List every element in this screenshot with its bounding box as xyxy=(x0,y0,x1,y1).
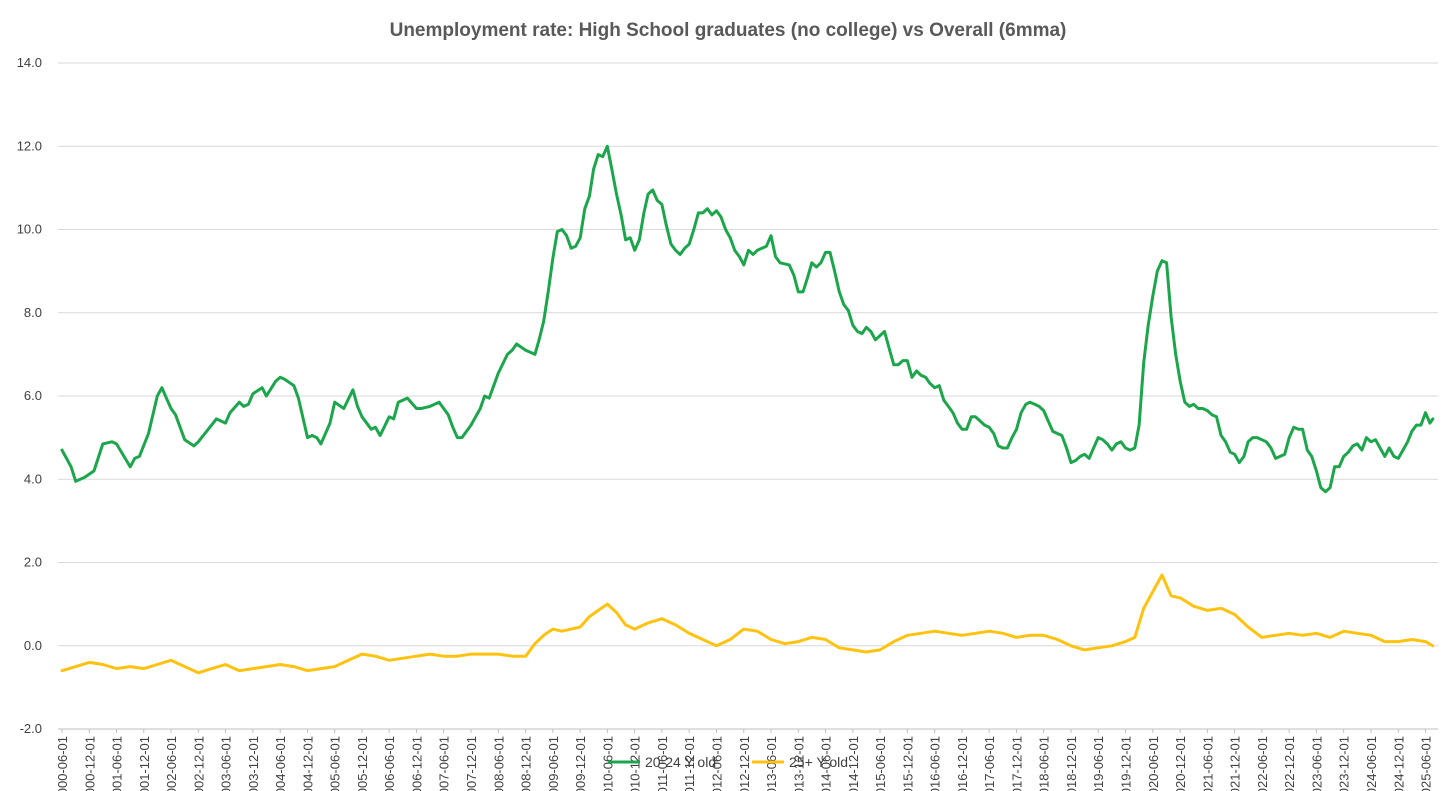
chart-title: Unemployment rate: High School graduates… xyxy=(390,20,1067,41)
x-tick-label: 2013-12-01 xyxy=(791,736,806,791)
x-tick-label: 2002-06-01 xyxy=(164,736,179,791)
x-tick-label: 2009-12-01 xyxy=(573,736,588,791)
x-tick-label: 2008-06-01 xyxy=(491,736,506,791)
x-tick-label: 2020-12-01 xyxy=(1173,736,1188,791)
x-tick-label: 2017-06-01 xyxy=(982,736,997,791)
y-tick-label: 10.0 xyxy=(17,222,42,237)
x-tick-label: 2010-06-01 xyxy=(600,736,615,791)
series-line-2 xyxy=(60,573,1435,675)
x-tick-label: 2014-06-01 xyxy=(819,736,834,791)
x-tick-label: 2022-06-01 xyxy=(1255,736,1270,791)
legend-label-1: 20-24 Y old xyxy=(645,754,716,770)
legend: 20-24 Y old 25+ Y old xyxy=(608,754,848,770)
x-tick-label: 2015-06-01 xyxy=(873,736,888,791)
series-lines xyxy=(60,144,1435,675)
x-tick-label: 2003-12-01 xyxy=(246,736,261,791)
x-tick-label: 2005-12-01 xyxy=(355,736,370,791)
x-tick-label: 2024-06-01 xyxy=(1364,736,1379,791)
y-axis: 14.0 12.0 10.0 8.0 6.0 4.0 2.0 0.0 -2.0 xyxy=(17,55,42,736)
x-tick-label: 2008-12-01 xyxy=(519,736,534,791)
x-tick-label: 2011-12-01 xyxy=(682,736,697,791)
y-tick-label: 12.0 xyxy=(17,138,42,153)
x-tick-label: 2022-12-01 xyxy=(1282,736,1297,791)
x-tick-label: 2021-06-01 xyxy=(1200,736,1215,791)
x-tick-label: 2018-06-01 xyxy=(1037,736,1052,791)
y-tick-label: -2.0 xyxy=(20,721,42,736)
y-tick-label: 6.0 xyxy=(24,388,42,403)
x-tick-label: 2015-12-01 xyxy=(900,736,915,791)
y-tick-label: 0.0 xyxy=(24,638,42,653)
x-tick-label: 2000-12-01 xyxy=(82,736,97,791)
x-tick-label: 2003-06-01 xyxy=(219,736,234,791)
x-tick-label: 2000-06-01 xyxy=(55,736,70,791)
y-tick-label: 4.0 xyxy=(24,471,42,486)
x-tick-label: 2020-06-01 xyxy=(1146,736,1161,791)
x-tick-label: 2016-06-01 xyxy=(928,736,943,791)
x-tick-label: 2001-06-01 xyxy=(110,736,125,791)
legend-label-2: 25+ Y old xyxy=(789,754,848,770)
x-tick-label: 2001-12-01 xyxy=(137,736,152,791)
x-tick-label: 2009-06-01 xyxy=(546,736,561,791)
x-tick-label: 2007-06-01 xyxy=(437,736,452,791)
x-tick-label: 2018-12-01 xyxy=(1064,736,1079,791)
x-tick-label: 2006-06-01 xyxy=(382,736,397,791)
x-tick-label: 2012-12-01 xyxy=(737,736,752,791)
x-tick-label: 2004-06-01 xyxy=(273,736,288,791)
x-tick-label: 2005-06-01 xyxy=(328,736,343,791)
series-line-1 xyxy=(60,144,1435,494)
x-tick-label: 2006-12-01 xyxy=(410,736,425,791)
x-tick-label: 2011-06-01 xyxy=(655,736,670,791)
x-tick-label: 2007-12-01 xyxy=(464,736,479,791)
y-tick-label: 14.0 xyxy=(17,55,42,70)
x-tick-label: 2025-06-01 xyxy=(1419,736,1434,791)
x-tick-label: 2021-12-01 xyxy=(1228,736,1243,791)
x-tick-label: 2014-12-01 xyxy=(846,736,861,791)
x-tick-label: 2012-06-01 xyxy=(710,736,725,791)
x-tick-label: 2019-12-01 xyxy=(1119,736,1134,791)
y-tick-label: 2.0 xyxy=(24,555,42,570)
x-tick-label: 2016-12-01 xyxy=(955,736,970,791)
y-tick-label: 8.0 xyxy=(24,305,42,320)
x-tick-label: 2024-12-01 xyxy=(1391,736,1406,791)
x-tick-label: 2023-06-01 xyxy=(1309,736,1324,791)
x-tick-label: 2004-12-01 xyxy=(300,736,315,791)
x-axis: 2000-06-01 2000-12-01 2001-06-01 2001-12-01… xyxy=(55,728,1438,791)
x-tick-label: 2023-12-01 xyxy=(1337,736,1352,791)
x-tick-label: 2017-12-01 xyxy=(1010,736,1025,791)
x-tick-label: 2019-06-01 xyxy=(1091,736,1106,791)
x-tick-label: 2002-12-01 xyxy=(191,736,206,791)
